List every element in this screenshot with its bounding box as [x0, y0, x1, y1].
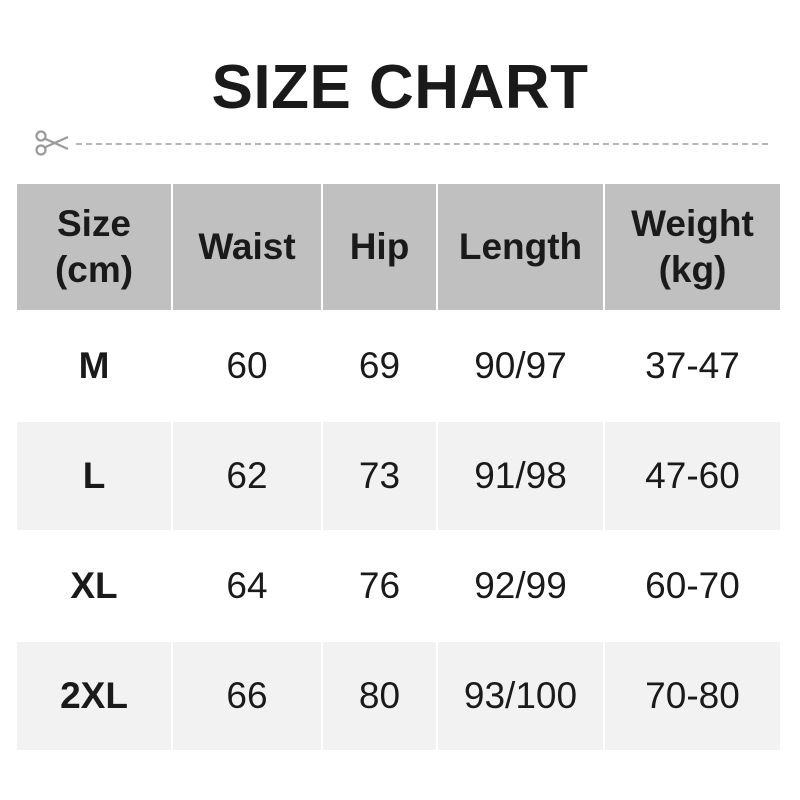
cell-size: L — [17, 422, 171, 530]
header-size: Size (cm) — [17, 184, 171, 310]
cell-waist: 64 — [226, 565, 268, 606]
page-title: SIZE CHART — [211, 53, 589, 122]
cell-waist: 62 — [173, 422, 321, 530]
header-weight-line1: Weight — [631, 203, 754, 244]
header-length: Length — [438, 184, 603, 310]
header-hip: Hip — [323, 184, 436, 310]
header-size-line1: Size — [56, 203, 132, 244]
cell-hip: 80 — [323, 642, 436, 750]
table-row: 2XL 66 80 93/100 70-80 — [17, 642, 780, 750]
cell-weight: 47-60 — [605, 422, 780, 530]
cell-hip: 69 — [358, 345, 401, 386]
cell-weight: 70-80 — [605, 642, 780, 750]
size-table: Size (cm) Waist Hip Length Weight (kg) M 6… — [15, 182, 782, 752]
cell-weight: 37-47 — [645, 345, 740, 386]
table-row: L 62 73 91/98 47-60 — [17, 422, 780, 530]
cell-size: M — [78, 345, 110, 386]
cell-length: 92/99 — [474, 565, 567, 606]
cell-hip: 76 — [358, 565, 401, 606]
cell-weight: 60-70 — [645, 565, 740, 606]
cut-line — [34, 130, 768, 156]
table-row: M 60 69 90/97 37-47 — [17, 312, 780, 420]
cell-length: 93/100 — [438, 642, 603, 750]
header-weight-line2: (kg) — [658, 249, 727, 290]
cell-size: 2XL — [17, 642, 171, 750]
cell-waist: 60 — [226, 345, 268, 386]
header-waist: Waist — [173, 184, 321, 310]
scissors-icon — [35, 130, 69, 156]
header-weight: Weight (kg) — [605, 184, 780, 310]
header-row: Size (cm) Waist Hip Length Weight (kg) — [17, 184, 780, 310]
cell-size: XL — [70, 565, 118, 606]
header-size-line2: (cm) — [54, 249, 134, 290]
cell-length: 91/98 — [438, 422, 603, 530]
dashed-line — [76, 143, 768, 145]
cell-waist: 66 — [173, 642, 321, 750]
cell-hip: 73 — [323, 422, 436, 530]
cell-length: 90/97 — [474, 345, 567, 386]
table-row: XL 64 76 92/99 60-70 — [17, 532, 780, 640]
